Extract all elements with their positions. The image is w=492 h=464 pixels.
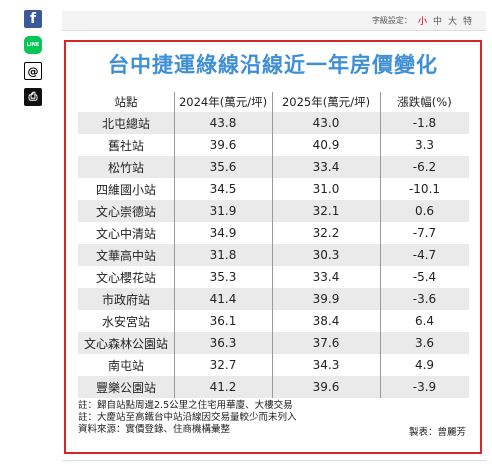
table-row: 松竹站 35.6 33.4 -6.2 [78,156,469,178]
font-size-bar: 字級設定： 小 中 大 特 [62,11,486,31]
price-table: 站點 2024年(萬元/坪) 2025年(萬元/坪) 漲跌幅(%) 北屯總站 43… [78,92,469,398]
facebook-glyph: f [29,11,37,27]
change-pct: 3.6 [414,336,435,350]
note-line: 註：歸自站點周邊2.5公里之住宅用華廈、大樓交易 [78,400,293,411]
header-2025-price: 2025年(萬元/坪) [281,95,371,109]
facebook-share-icon[interactable]: f [24,10,42,28]
table-row: 南屯站 32.7 34.3 4.9 [78,354,469,376]
station-name: 文華高中站 [95,248,156,263]
price-2024: 34.9 [209,226,237,240]
price-2024: 31.8 [209,248,237,262]
table-row: 豐樂公園站 41.2 39.6 -3.9 [78,376,469,398]
station-name: 文心崇德站 [95,204,156,219]
price-2024: 34.5 [209,182,237,196]
change-pct: -4.7 [412,248,437,262]
station-name: 水安宮站 [101,314,150,329]
font-size-large-button[interactable]: 大 [447,17,457,27]
station-name: 松竹站 [107,160,144,175]
station-name: 文心櫻花站 [95,270,156,285]
header-2024-price: 2024年(萬元/坪) [178,95,268,109]
column-divider [272,92,273,398]
note-line: 註：大慶站至高鐵台中站沿線因交易量較少而未列入 [78,412,297,423]
station-name: 文心森林公園站 [83,336,168,351]
station-name: 豐樂公園站 [95,380,156,395]
price-2024: 36.3 [209,336,237,350]
source-line: 資料來源：實價登錄、住商機構彙整 [78,424,231,435]
change-pct: -5.4 [412,270,437,284]
threads-share-icon[interactable]: @ [24,62,42,80]
price-2025: 32.2 [312,226,340,240]
header-station: 站點 [114,95,138,109]
column-divider [380,92,381,398]
infographic-frame: 台中捷運綠線沿線近一年房價變化 站點 2024年(萬元/坪) 2025年(萬元/… [64,40,482,454]
station-name: 市政府站 [101,292,150,307]
station-name: 北屯總站 [101,116,150,131]
price-2025: 33.4 [312,160,340,174]
price-2025: 30.3 [312,248,340,262]
change-pct: -3.6 [412,292,437,306]
threads-glyph: @ [27,64,39,78]
price-2025: 40.9 [312,138,340,152]
price-2025: 34.3 [312,358,340,372]
change-pct: 3.3 [414,138,435,152]
change-pct: -1.8 [412,116,437,130]
price-2025: 32.1 [312,204,340,218]
table-row: 四維國小站 34.5 31.0 -10.1 [78,178,469,200]
notes: 註：歸自站點周邊2.5公里之住宅用華廈、大樓交易 註：大慶站至高鐵台中站沿線因交… [78,400,297,436]
price-2024: 35.3 [209,270,237,284]
table-row: 文心中清站 34.9 32.2 -7.7 [78,222,469,244]
price-2025: 37.6 [312,336,340,350]
line-share-icon[interactable]: LINE [24,36,42,54]
change-pct: -3.9 [412,380,437,394]
print-glyph: ⎙ [28,90,38,103]
price-2025: 43.0 [312,116,340,130]
change-pct: -6.2 [412,160,437,174]
table-row: 舊社站 39.6 40.9 3.3 [78,134,469,156]
price-2024: 39.6 [209,138,237,152]
infographic-title: 台中捷運綠線沿線近一年房價變化 [108,54,438,77]
price-2024: 35.6 [209,160,237,174]
header-change-pct: 漲跌幅(%) [397,95,452,109]
bottom-divider [62,460,486,461]
station-name: 舊社站 [107,138,144,153]
price-2024: 31.9 [209,204,237,218]
table-row: 文心櫻花站 35.3 33.4 -5.4 [78,266,469,288]
font-size-extra-large-button[interactable]: 特 [462,17,472,27]
price-2024: 41.2 [209,380,237,394]
price-2025: 38.4 [312,314,340,328]
station-name: 四維國小站 [95,182,156,197]
line-glyph: LINE [26,42,40,48]
print-icon[interactable]: ⎙ [24,88,42,106]
font-size-label: 字級設定： [371,16,412,25]
table-row: 水安宮站 36.1 38.4 6.4 [78,310,469,332]
price-2025: 39.6 [312,380,340,394]
price-2024: 41.4 [209,292,237,306]
table-row: 市政府站 41.4 39.9 -3.6 [78,288,469,310]
price-2025: 33.4 [312,270,340,284]
change-pct: 6.4 [414,314,435,328]
share-bar: f LINE @ ⎙ [24,10,44,114]
table-row: 北屯總站 43.8 43.0 -1.8 [78,112,469,134]
font-size-small-button[interactable]: 小 [417,17,427,27]
price-2025: 39.9 [312,292,340,306]
table-row: 文華高中站 31.8 30.3 -4.7 [78,244,469,266]
change-pct: 4.9 [414,358,435,372]
station-name: 文心中清站 [95,226,156,241]
price-2024: 32.7 [209,358,237,372]
price-2025: 31.0 [312,182,340,196]
table-credit: 製表：曾麗芳 [408,427,466,438]
price-2024: 36.1 [209,314,237,328]
table-row: 文心森林公園站 36.3 37.6 3.6 [78,332,469,354]
font-size-medium-button[interactable]: 中 [432,17,442,27]
change-pct: 0.6 [414,204,435,218]
change-pct: -7.7 [412,226,437,240]
table-header-row: 站點 2024年(萬元/坪) 2025年(萬元/坪) 漲跌幅(%) [78,92,469,112]
table-row: 文心崇德站 31.9 32.1 0.6 [78,200,469,222]
price-2024: 43.8 [209,116,237,130]
station-name: 南屯站 [107,358,144,373]
change-pct: -10.1 [408,182,441,196]
column-divider [174,92,175,398]
